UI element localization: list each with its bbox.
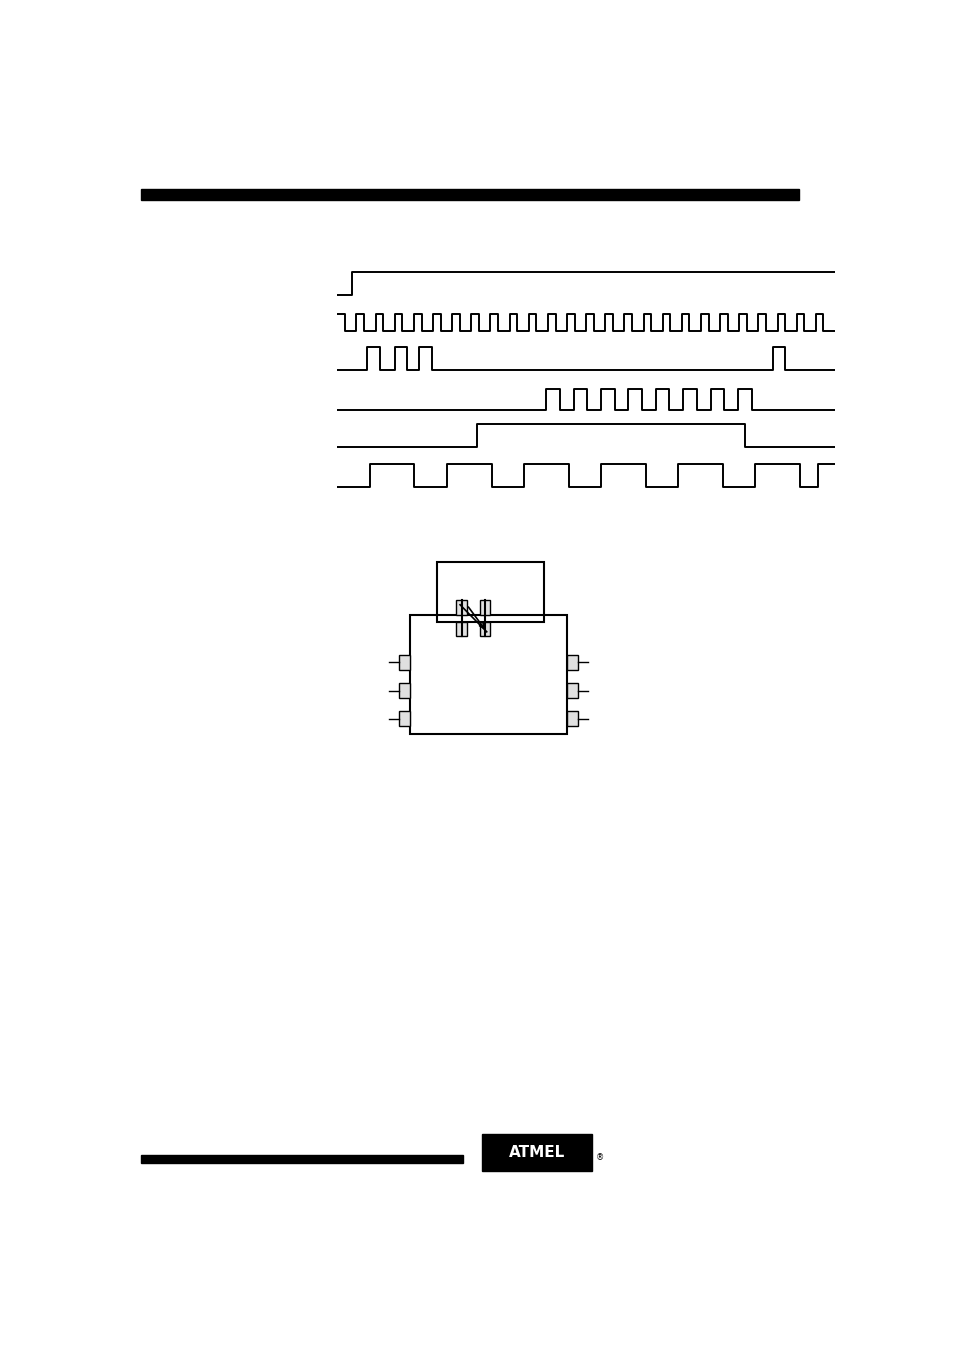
Bar bbox=[399, 655, 410, 670]
Bar bbox=[456, 600, 466, 615]
Bar bbox=[479, 600, 490, 615]
Bar bbox=[567, 712, 577, 725]
Text: ®: ® bbox=[596, 1154, 604, 1162]
Bar bbox=[479, 621, 490, 636]
Bar bbox=[567, 684, 577, 698]
Bar bbox=[399, 684, 410, 698]
Bar bbox=[481, 1135, 592, 1171]
Bar bbox=[456, 621, 466, 636]
Bar bbox=[410, 615, 567, 734]
Bar bbox=[436, 562, 544, 621]
Text: ATMEL: ATMEL bbox=[508, 1144, 564, 1161]
Bar bbox=[567, 655, 577, 670]
Bar bbox=[399, 712, 410, 725]
Bar bbox=[141, 1155, 462, 1163]
Bar bbox=[141, 189, 799, 200]
